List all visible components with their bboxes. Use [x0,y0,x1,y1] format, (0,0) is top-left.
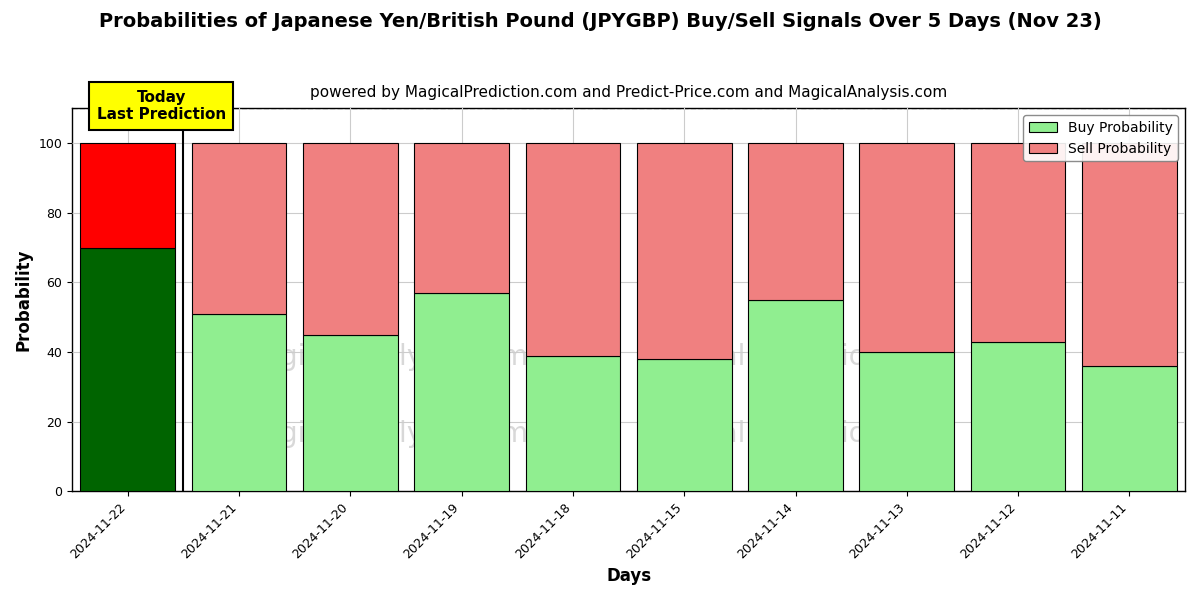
Text: Probabilities of Japanese Yen/British Pound (JPYGBP) Buy/Sell Signals Over 5 Day: Probabilities of Japanese Yen/British Po… [98,12,1102,31]
Bar [749,143,842,300]
Bar [304,143,397,335]
Bar [1082,143,1177,366]
Bar [304,335,397,491]
Bar [637,143,732,359]
Bar [80,143,175,248]
Text: MagicalPrediction.com: MagicalPrediction.com [640,343,952,371]
Bar [192,143,287,314]
Bar [859,143,954,352]
Y-axis label: Probability: Probability [16,248,34,351]
Bar [1082,366,1177,491]
Bar [749,300,842,491]
Title: powered by MagicalPrediction.com and Predict-Price.com and MagicalAnalysis.com: powered by MagicalPrediction.com and Pre… [310,85,947,100]
Text: MagicalAnalysis.com: MagicalAnalysis.com [239,343,528,371]
Bar [637,359,732,491]
Bar [526,143,620,356]
Text: MagicalAnalysis.com: MagicalAnalysis.com [239,420,528,448]
Bar [859,352,954,491]
Bar [414,143,509,293]
Bar [80,248,175,491]
Text: Today
Last Prediction: Today Last Prediction [96,89,226,122]
Bar [414,293,509,491]
Bar [526,356,620,491]
Bar [192,314,287,491]
Legend: Buy Probability, Sell Probability: Buy Probability, Sell Probability [1024,115,1178,161]
X-axis label: Days: Days [606,567,652,585]
Bar [971,143,1066,341]
Text: MagicalPrediction.com: MagicalPrediction.com [640,420,952,448]
Bar [971,341,1066,491]
